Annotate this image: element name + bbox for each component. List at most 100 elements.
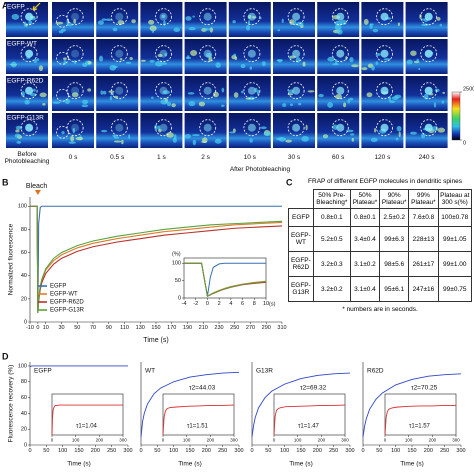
spine-signal	[115, 123, 124, 132]
x-tick-label: 30	[58, 325, 64, 331]
x-tick-label: 0	[361, 448, 364, 454]
spine-signal	[101, 18, 107, 21]
spine-signal	[71, 86, 80, 95]
spine-signal	[203, 86, 212, 95]
table-cell: 3.2±0.3	[312, 251, 351, 277]
data-line	[51, 404, 123, 436]
roi-circle	[20, 82, 38, 100]
spine-signal	[167, 101, 172, 107]
spine-signal	[82, 62, 88, 67]
spine-signal	[433, 102, 437, 108]
row-header: EGFP-WT	[288, 226, 314, 252]
x-tick-label: 50	[74, 325, 80, 331]
spine-signal	[380, 123, 389, 132]
spine-signal	[394, 94, 402, 99]
y-tick-label: 40	[21, 273, 27, 279]
roi-circle	[110, 119, 128, 137]
spine-signal	[192, 15, 195, 18]
micrograph	[96, 39, 139, 74]
row-header: EGFP	[288, 208, 314, 227]
header-cell: 50% Pre-Bleaching*	[312, 189, 351, 209]
spine-signal	[203, 12, 212, 21]
spine-signal	[436, 17, 441, 21]
column-label: 60 s	[332, 154, 345, 161]
spine-signal	[292, 123, 301, 132]
spine-signal	[149, 59, 155, 63]
spine-signal	[336, 29, 343, 35]
spine-signal	[141, 59, 146, 62]
spine-signal	[11, 61, 17, 68]
spine-signal	[24, 99, 30, 105]
inset-x-label: (s)	[269, 301, 276, 307]
spine-signal	[203, 28, 211, 31]
spine-signal	[33, 58, 38, 64]
x-tick-label: 300	[234, 448, 243, 454]
spine-signal	[162, 62, 167, 65]
annotation: τ2=44.03	[189, 385, 216, 392]
header-cell	[288, 189, 314, 209]
row-label: EGFP-R62D	[7, 78, 44, 85]
x-tick-label: 100	[391, 448, 400, 454]
spine-signal	[190, 50, 198, 57]
roi-circle	[199, 8, 217, 26]
roi-circle	[376, 8, 393, 26]
x-tick-label: 50	[265, 448, 271, 454]
row-header: EGFP-R62D	[288, 251, 314, 277]
spine-signal	[38, 65, 44, 72]
spine-signal	[119, 57, 123, 61]
spine-signal	[336, 123, 345, 132]
spine-signal	[109, 95, 113, 101]
spine-signal	[349, 97, 354, 101]
spine-signal	[108, 90, 115, 94]
spine-signal	[410, 131, 417, 135]
spine-signal	[345, 129, 354, 133]
spine-signal	[121, 139, 124, 145]
table-cell: 2.5±0.2	[379, 208, 410, 227]
table-footnote: * numbers are in seconds.	[342, 306, 418, 313]
roi-circle	[66, 45, 84, 63]
roi-circle	[243, 82, 261, 100]
x-tick-label: 0	[250, 448, 253, 454]
y-tick-label: 60	[21, 250, 27, 256]
spine-signal	[187, 92, 195, 95]
spine-signal	[439, 23, 443, 27]
annotation: Bleach	[26, 183, 48, 190]
inset-annotation: τ1=1.47	[298, 424, 320, 430]
annotation: τ2=70.25	[411, 385, 438, 392]
spine-signal	[25, 123, 34, 132]
spine-signal	[55, 21, 64, 25]
x-tick-label: 200	[96, 437, 104, 442]
x-axis-label: Time (s)	[178, 461, 202, 468]
roi-circle	[243, 8, 261, 26]
spine-signal	[233, 92, 239, 98]
spine-signal	[369, 24, 373, 30]
spine-signal	[158, 128, 162, 133]
spine-signal	[215, 62, 221, 68]
spine-signal	[128, 134, 131, 139]
spine-signal	[305, 124, 308, 131]
spine-signal	[102, 90, 107, 95]
spine-signal	[221, 87, 225, 93]
roi-circle	[155, 82, 172, 100]
roi-circle	[287, 82, 305, 100]
spine-signal	[388, 96, 392, 102]
x-tick-label: 8	[253, 301, 256, 307]
data-line	[251, 372, 351, 438]
spine-signal	[363, 18, 369, 25]
x-tick-label: 200	[91, 448, 100, 454]
spine-signal	[327, 101, 334, 108]
table-cell: 5.2±0.5	[312, 226, 351, 252]
x-tick-label: -4	[182, 301, 187, 307]
table-title: FRAP of different EGFP molecules in dend…	[308, 178, 462, 185]
roi-circle	[331, 82, 349, 100]
spine-signal	[289, 103, 293, 107]
spine-signal	[203, 49, 212, 58]
spine-signal	[423, 93, 429, 100]
roi-circle	[420, 82, 438, 100]
table-cell: 3.2±0.2	[312, 276, 351, 302]
spine-signal	[214, 138, 222, 144]
x-tick-label: 310	[277, 325, 286, 331]
x-tick-label: 0	[206, 301, 209, 307]
table-cell: 0.8±0.1	[349, 208, 381, 227]
